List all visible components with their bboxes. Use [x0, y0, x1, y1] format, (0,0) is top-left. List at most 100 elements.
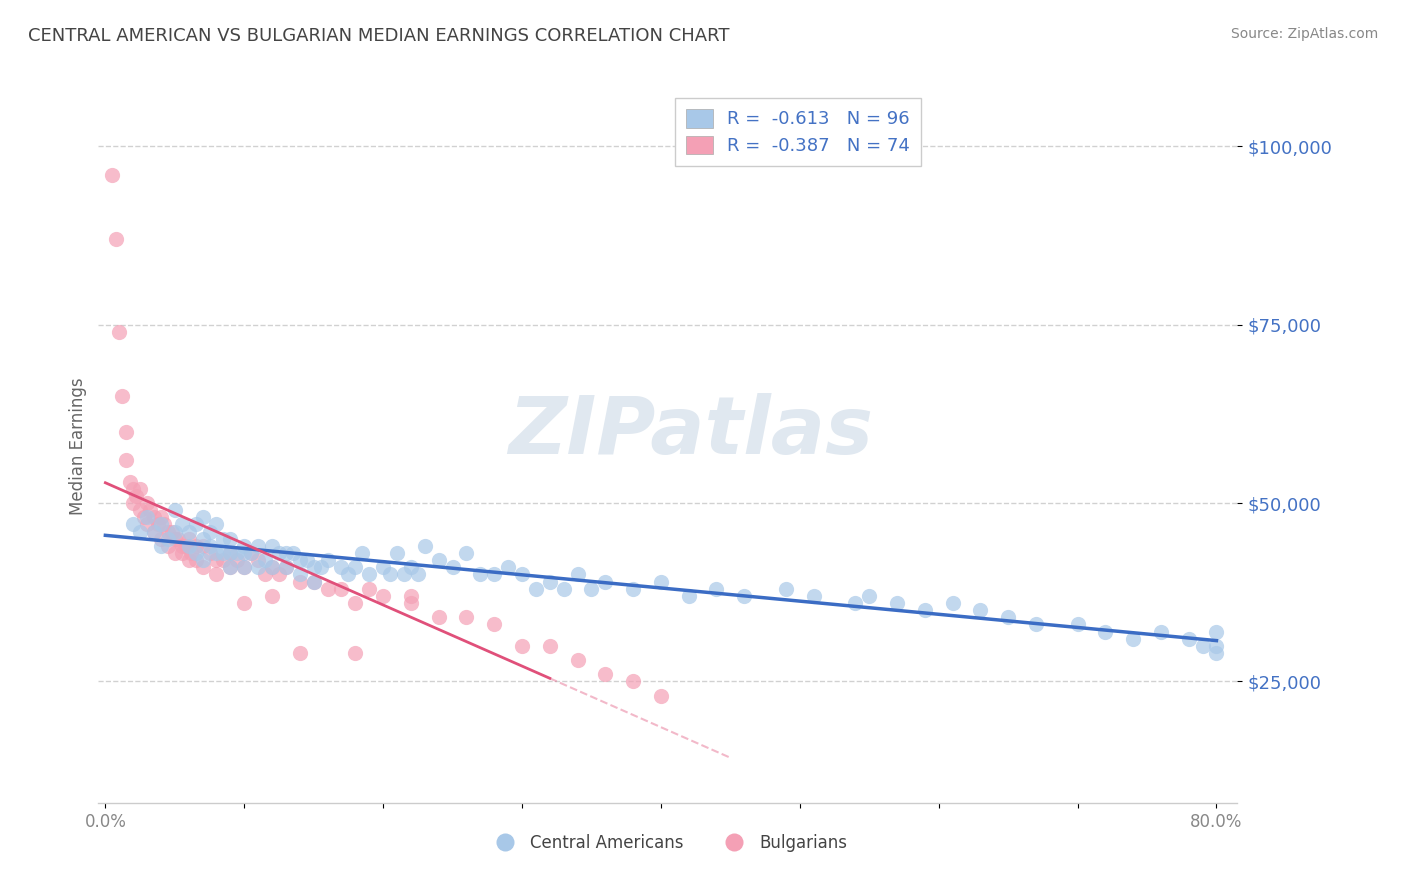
- Point: [274, 546, 297, 560]
- Point: [108, 325, 131, 339]
- Point: [344, 596, 367, 610]
- Point: [125, 489, 148, 503]
- Point: [399, 589, 422, 603]
- Point: [163, 532, 186, 546]
- Point: [184, 517, 207, 532]
- Point: [733, 589, 755, 603]
- Point: [136, 496, 159, 510]
- Point: [233, 560, 256, 574]
- Point: [309, 560, 332, 574]
- Point: [233, 596, 256, 610]
- Point: [205, 517, 228, 532]
- Point: [650, 689, 672, 703]
- Point: [143, 524, 166, 539]
- Point: [129, 503, 152, 517]
- Point: [1205, 624, 1227, 639]
- Point: [170, 539, 193, 553]
- Point: [136, 510, 159, 524]
- Point: [456, 610, 478, 624]
- Point: [274, 560, 297, 574]
- Point: [803, 589, 825, 603]
- Point: [254, 553, 277, 567]
- Point: [152, 517, 174, 532]
- Point: [122, 496, 145, 510]
- Point: [156, 532, 179, 546]
- Point: [281, 546, 304, 560]
- Point: [198, 546, 221, 560]
- Point: [136, 517, 159, 532]
- Point: [595, 574, 617, 589]
- Point: [316, 553, 339, 567]
- Point: [1025, 617, 1047, 632]
- Point: [496, 560, 519, 574]
- Point: [156, 524, 179, 539]
- Point: [706, 582, 728, 596]
- Point: [359, 567, 381, 582]
- Point: [219, 546, 242, 560]
- Point: [170, 517, 193, 532]
- Point: [240, 546, 263, 560]
- Point: [139, 503, 162, 517]
- Point: [427, 610, 450, 624]
- Point: [621, 674, 644, 689]
- Point: [205, 546, 228, 560]
- Point: [392, 567, 415, 582]
- Point: [1191, 639, 1213, 653]
- Text: ZIPatlas: ZIPatlas: [508, 392, 873, 471]
- Point: [775, 582, 797, 596]
- Point: [510, 567, 533, 582]
- Point: [538, 639, 561, 653]
- Point: [219, 546, 242, 560]
- Point: [212, 532, 235, 546]
- Point: [122, 517, 145, 532]
- Point: [914, 603, 936, 617]
- Point: [371, 589, 394, 603]
- Point: [581, 582, 603, 596]
- Point: [247, 560, 270, 574]
- Point: [120, 475, 142, 489]
- Point: [191, 532, 214, 546]
- Point: [177, 532, 200, 546]
- Point: [399, 596, 422, 610]
- Point: [226, 546, 249, 560]
- Point: [191, 560, 214, 574]
- Point: [302, 574, 325, 589]
- Point: [105, 232, 128, 246]
- Point: [399, 560, 422, 574]
- Point: [198, 524, 221, 539]
- Point: [1150, 624, 1173, 639]
- Point: [260, 589, 283, 603]
- Point: [858, 589, 880, 603]
- Point: [212, 546, 235, 560]
- Point: [316, 582, 339, 596]
- Point: [191, 510, 214, 524]
- Point: [470, 567, 492, 582]
- Point: [177, 553, 200, 567]
- Point: [302, 560, 325, 574]
- Point: [1205, 639, 1227, 653]
- Text: Source: ZipAtlas.com: Source: ZipAtlas.com: [1230, 27, 1378, 41]
- Point: [212, 553, 235, 567]
- Point: [219, 532, 242, 546]
- Point: [288, 646, 311, 660]
- Y-axis label: Median Earnings: Median Earnings: [69, 377, 87, 515]
- Point: [134, 510, 156, 524]
- Point: [149, 510, 172, 524]
- Point: [129, 482, 152, 496]
- Point: [149, 532, 172, 546]
- Point: [219, 560, 242, 574]
- Point: [254, 567, 277, 582]
- Legend: Central Americans, Bulgarians: Central Americans, Bulgarians: [482, 828, 853, 859]
- Point: [886, 596, 908, 610]
- Point: [101, 168, 124, 182]
- Point: [567, 567, 589, 582]
- Point: [510, 639, 533, 653]
- Point: [166, 532, 188, 546]
- Point: [621, 582, 644, 596]
- Point: [344, 560, 367, 574]
- Point: [149, 517, 172, 532]
- Point: [484, 617, 506, 632]
- Point: [143, 510, 166, 524]
- Point: [156, 539, 179, 553]
- Point: [352, 546, 374, 560]
